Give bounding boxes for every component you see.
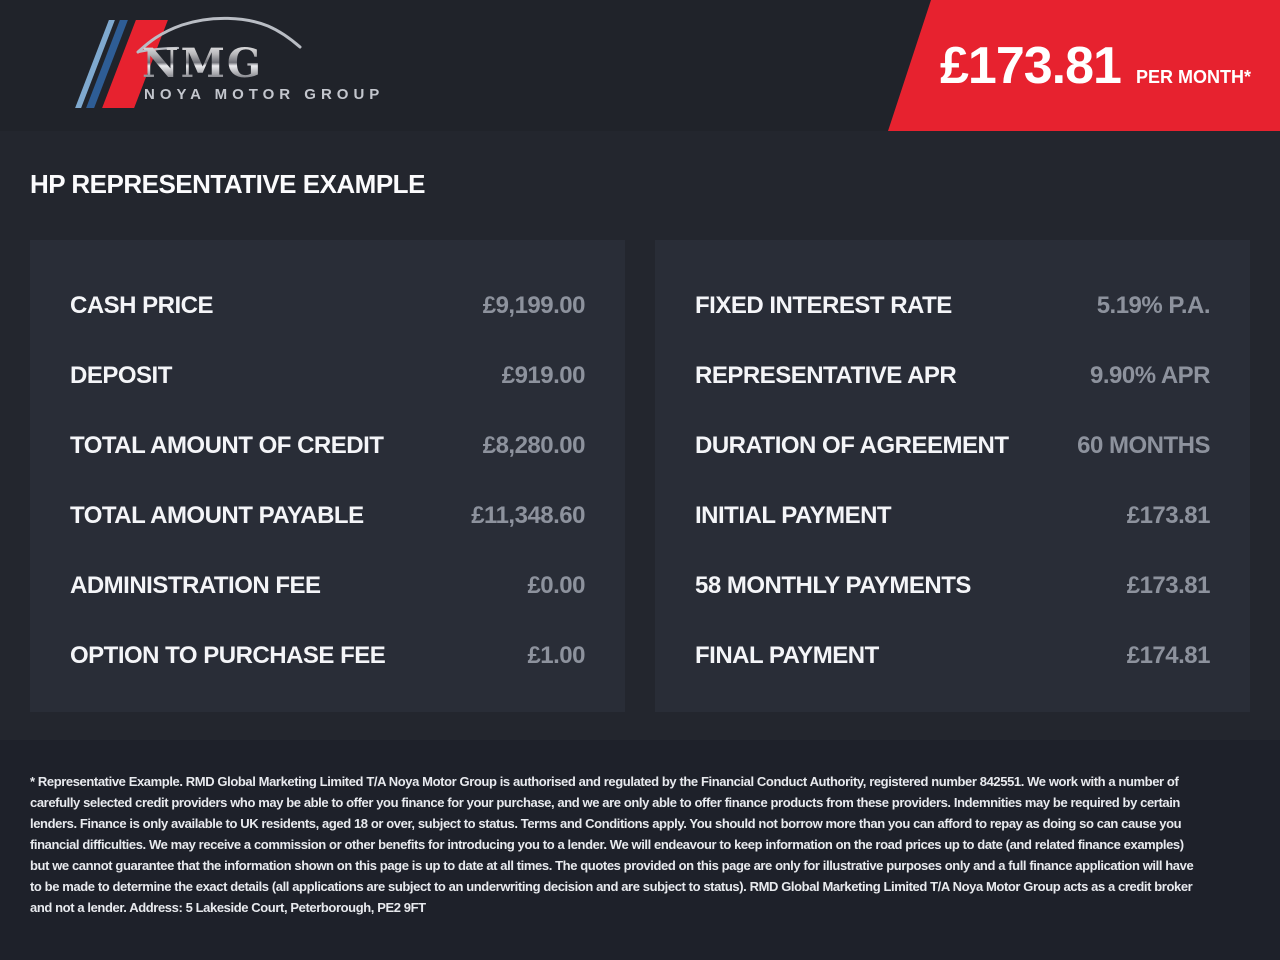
- finance-row-label: FIXED INTEREST RATE: [695, 292, 952, 319]
- finance-row-label: 58 MONTHLY PAYMENTS: [695, 572, 971, 599]
- finance-row-label: OPTION TO PURCHASE FEE: [70, 642, 386, 669]
- finance-row-label: FINAL PAYMENT: [695, 642, 879, 669]
- monthly-price: £173.81: [940, 37, 1122, 95]
- finance-row-value: 5.19% P.A.: [1096, 292, 1211, 319]
- finance-row-value: £11,348.60: [471, 502, 585, 529]
- finance-row-label: CASH PRICE: [70, 292, 214, 319]
- finance-row-label: DURATION OF AGREEMENT: [695, 432, 1009, 459]
- finance-row-value: £174.81: [1126, 642, 1211, 669]
- finance-row-value: £173.81: [1126, 572, 1211, 599]
- page-title: HP REPRESENTATIVE EXAMPLE: [30, 169, 425, 199]
- page-header: NMG NOYA MOTOR GROUP £173.81 PER MONTH*: [0, 0, 1280, 131]
- finance-row-value: £919.00: [501, 362, 586, 389]
- finance-row-label: TOTAL AMOUNT PAYABLE: [70, 502, 364, 529]
- finance-row: TOTAL AMOUNT PAYABLE £11,348.60: [70, 481, 585, 551]
- finance-row: TOTAL AMOUNT OF CREDIT £8,280.00: [70, 411, 586, 481]
- finance-row: REPRESENTATIVE APR 9.90% APR: [695, 341, 1211, 411]
- finance-row: CASH PRICE £9,199.00: [70, 271, 586, 341]
- finance-row-value: £0.00: [527, 572, 585, 599]
- brand-logo: NMG NOYA MOTOR GROUP: [64, 10, 384, 115]
- finance-row-label: ADMINISTRATION FEE: [70, 572, 321, 599]
- monthly-price-banner: £173.81 PER MONTH*: [888, 0, 1280, 131]
- finance-row-value: £1.00: [527, 642, 585, 669]
- finance-row: ADMINISTRATION FEE £0.00: [70, 551, 585, 621]
- finance-row-label: DEPOSIT: [70, 362, 172, 389]
- finance-row-value: £173.81: [1126, 502, 1211, 529]
- brand-name: NOYA MOTOR GROUP: [144, 86, 385, 103]
- finance-row-label: INITIAL PAYMENT: [695, 502, 892, 529]
- main-content: HP REPRESENTATIVE EXAMPLE CASH PRICE £9,1…: [0, 131, 1280, 740]
- legal-disclaimer: * Representative Example. RMD Global Mar…: [30, 774, 1194, 915]
- finance-panel-right: FIXED INTEREST RATE 5.19% P.A. REPRESENTAT…: [655, 240, 1250, 712]
- monthly-price-period: PER MONTH*: [1135, 67, 1251, 87]
- finance-row: OPTION TO PURCHASE FEE £1.00: [70, 621, 585, 691]
- finance-row: DURATION OF AGREEMENT 60 MONTHS: [695, 411, 1210, 481]
- finance-row: INITIAL PAYMENT £173.81: [695, 481, 1211, 551]
- finance-row-label: TOTAL AMOUNT OF CREDIT: [70, 432, 384, 459]
- finance-panel-left: CASH PRICE £9,199.00 DEPOSIT £919.00 TOTAL A…: [30, 240, 625, 712]
- finance-row-label: REPRESENTATIVE APR: [695, 362, 957, 389]
- finance-row-value: £8,280.00: [482, 432, 586, 459]
- finance-row: DEPOSIT £919.00: [70, 341, 586, 411]
- brand-initials: NMG: [142, 40, 263, 87]
- finance-row: FINAL PAYMENT £174.81: [695, 621, 1211, 691]
- finance-row: 58 MONTHLY PAYMENTS £173.81: [695, 551, 1211, 621]
- finance-row-value: 9.90% APR: [1090, 362, 1211, 389]
- finance-row-value: 60 MONTHS: [1077, 432, 1210, 459]
- car-silhouette-icon: [136, 16, 302, 54]
- page-footer: * Representative Example. RMD Global Mar…: [0, 740, 1280, 960]
- finance-row: FIXED INTEREST RATE 5.19% P.A.: [695, 271, 1211, 341]
- finance-row-value: £9,199.00: [482, 292, 586, 319]
